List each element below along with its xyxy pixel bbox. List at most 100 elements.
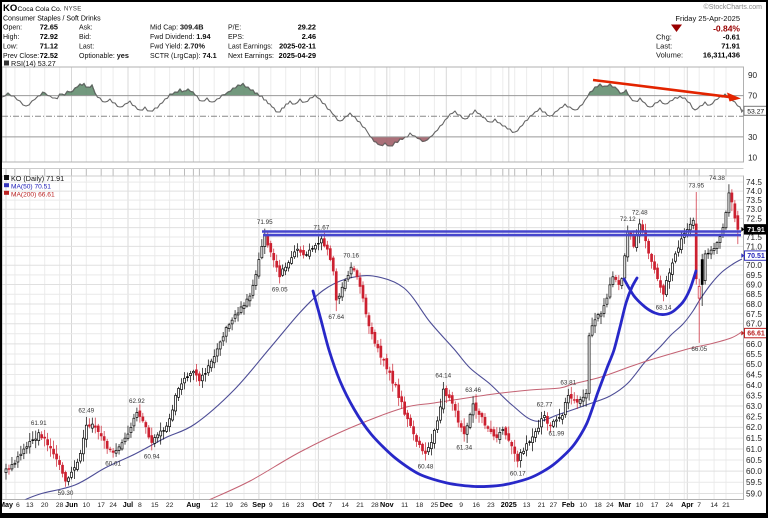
svg-text:62.77: 62.77 — [537, 401, 553, 408]
svg-text:18: 18 — [594, 502, 602, 509]
svg-text:23: 23 — [487, 502, 495, 509]
svg-text:Aug: Aug — [186, 500, 200, 509]
svg-text:Coca Cola Co.: Coca Cola Co. — [18, 6, 62, 13]
svg-text:Next Earnings:: Next Earnings: — [228, 53, 274, 60]
svg-text:66.05: 66.05 — [691, 346, 707, 353]
svg-text:EPS:: EPS: — [228, 34, 244, 41]
svg-text:60.17: 60.17 — [510, 470, 526, 477]
svg-text:63.0: 63.0 — [746, 402, 762, 411]
svg-text:90: 90 — [748, 71, 758, 80]
svg-text:Nov: Nov — [380, 500, 394, 509]
svg-text:62.92: 62.92 — [129, 398, 145, 405]
svg-text:Low:: Low: — [3, 44, 18, 51]
svg-text:Mid Cap: 309.4B: Mid Cap: 309.4B — [150, 23, 204, 32]
svg-text:70: 70 — [748, 92, 758, 101]
svg-text:Apr: Apr — [681, 500, 694, 509]
svg-text:KO (Daily) 71.91: KO (Daily) 71.91 — [11, 174, 64, 183]
svg-text:71.5: 71.5 — [746, 233, 762, 242]
svg-text:64.5: 64.5 — [746, 370, 762, 379]
svg-text:15: 15 — [151, 502, 159, 509]
svg-text:29.22: 29.22 — [298, 23, 316, 32]
svg-text:61.5: 61.5 — [746, 434, 762, 443]
svg-text:61.99: 61.99 — [549, 431, 565, 438]
svg-text:60.48: 60.48 — [418, 464, 434, 471]
svg-text:72.12: 72.12 — [620, 216, 636, 223]
svg-text:Open:: Open: — [3, 25, 22, 32]
svg-text:66.0: 66.0 — [746, 340, 762, 349]
svg-text:Jul: Jul — [123, 500, 133, 509]
svg-text:13: 13 — [523, 502, 531, 509]
svg-text:9: 9 — [459, 502, 463, 509]
svg-text:72.92: 72.92 — [40, 32, 58, 41]
svg-text:67.0: 67.0 — [746, 320, 762, 329]
svg-text:Optionable: yes: Optionable: yes — [79, 51, 129, 60]
svg-text:Jun: Jun — [65, 500, 78, 509]
svg-text:Fwd Yield: 2.70%: Fwd Yield: 2.70% — [150, 42, 205, 51]
svg-text:21: 21 — [538, 502, 546, 509]
svg-text:SCTR (LrgCap): 74.1: SCTR (LrgCap): 74.1 — [150, 51, 217, 60]
svg-text:69.0: 69.0 — [746, 280, 762, 289]
svg-text:10: 10 — [579, 502, 587, 509]
svg-text:59.5: 59.5 — [746, 478, 762, 487]
svg-text:May: May — [0, 500, 13, 509]
svg-text:2025-02-11: 2025-02-11 — [279, 42, 316, 51]
svg-text:MA(50) 70.51: MA(50) 70.51 — [11, 184, 51, 191]
svg-text:6: 6 — [16, 502, 20, 509]
svg-text:27: 27 — [550, 502, 558, 509]
svg-text:63.5: 63.5 — [746, 391, 762, 400]
svg-text:Friday 25-Apr-2025: Friday 25-Apr-2025 — [675, 14, 740, 23]
svg-text:2025: 2025 — [501, 500, 517, 509]
svg-text:©StockCharts.com: ©StockCharts.com — [704, 3, 763, 11]
svg-text:73.5: 73.5 — [746, 196, 762, 205]
svg-text:Sep: Sep — [252, 500, 266, 509]
svg-text:70.0: 70.0 — [746, 261, 762, 270]
svg-text:Chg:: Chg: — [656, 33, 672, 42]
svg-text:71.0: 71.0 — [746, 242, 762, 251]
svg-text:62.5: 62.5 — [746, 413, 762, 422]
svg-text:61.34: 61.34 — [456, 445, 472, 452]
svg-text:72.48: 72.48 — [632, 209, 648, 216]
svg-text:74.38: 74.38 — [709, 175, 725, 182]
svg-text:74.5: 74.5 — [746, 178, 762, 187]
svg-text:60.61: 60.61 — [105, 461, 121, 468]
svg-text:70.16: 70.16 — [343, 253, 359, 260]
svg-text:24: 24 — [606, 502, 614, 509]
svg-text:22: 22 — [166, 502, 174, 509]
svg-text:17: 17 — [651, 502, 659, 509]
svg-text:-0.61: -0.61 — [723, 33, 740, 42]
svg-text:65.5: 65.5 — [746, 350, 762, 359]
svg-text:70.51: 70.51 — [747, 253, 765, 260]
svg-text:72.65: 72.65 — [40, 23, 58, 32]
svg-text:61.0: 61.0 — [746, 445, 762, 454]
svg-text:28: 28 — [371, 502, 379, 509]
svg-text:7: 7 — [328, 502, 332, 509]
svg-text:61.91: 61.91 — [31, 420, 47, 427]
svg-text:Mar: Mar — [618, 500, 631, 509]
svg-text:66.61: 66.61 — [747, 331, 765, 338]
svg-text:Feb: Feb — [562, 500, 575, 509]
svg-text:Oct: Oct — [312, 500, 325, 509]
svg-text:Dec: Dec — [440, 500, 453, 509]
svg-text:High:: High: — [3, 34, 19, 41]
svg-text:17: 17 — [97, 502, 105, 509]
svg-text:Prev Close:: Prev Close: — [3, 53, 39, 60]
svg-text:13: 13 — [26, 502, 34, 509]
svg-text:68.0: 68.0 — [746, 300, 762, 309]
svg-text:Fwd Dividend: 1.94: Fwd Dividend: 1.94 — [150, 32, 211, 41]
svg-text:64.0: 64.0 — [746, 381, 762, 390]
svg-text:71.91: 71.91 — [721, 42, 740, 51]
svg-text:MA(200) 66.61: MA(200) 66.61 — [11, 191, 55, 198]
svg-text:18: 18 — [416, 502, 424, 509]
svg-text:10: 10 — [748, 153, 758, 162]
svg-text:21: 21 — [356, 502, 364, 509]
svg-text:62.0: 62.0 — [746, 423, 762, 432]
svg-text:60.94: 60.94 — [144, 453, 160, 460]
svg-text:14: 14 — [710, 502, 718, 509]
svg-text:10: 10 — [636, 502, 644, 509]
svg-text:23: 23 — [297, 502, 305, 509]
svg-text:Consumer Staples / Soft Drinks: Consumer Staples / Soft Drinks — [3, 16, 101, 23]
svg-text:71.12: 71.12 — [40, 42, 58, 51]
svg-text:71.95: 71.95 — [257, 219, 273, 226]
svg-text:20: 20 — [41, 502, 49, 509]
svg-text:68.14: 68.14 — [656, 304, 672, 311]
